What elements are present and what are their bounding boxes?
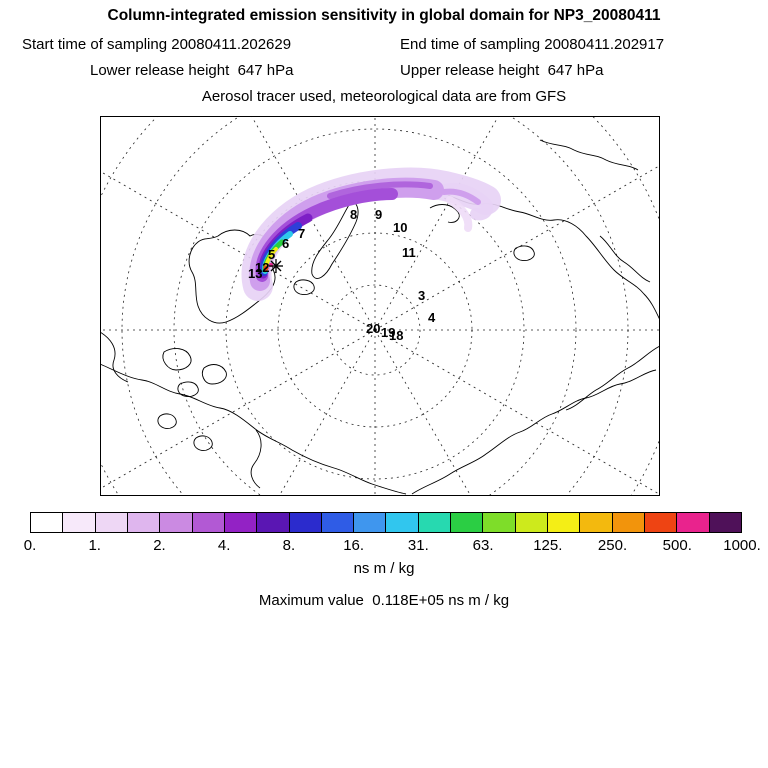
latitude-circle bbox=[225, 180, 525, 480]
meridian-line bbox=[101, 329, 376, 489]
colorbar-segment bbox=[483, 513, 516, 532]
trajectory-day-label: 10 bbox=[393, 220, 407, 235]
colorbar-segment bbox=[451, 513, 484, 532]
colorbar-segment bbox=[709, 513, 741, 532]
tracer-info-text: Aerosol tracer used, meteorological data… bbox=[201, 88, 567, 105]
graticule-grid bbox=[101, 117, 659, 495]
trajectory-day-label: 7 bbox=[298, 226, 305, 241]
max-value-text: Maximum value 0.118E+05 ns m / kg bbox=[258, 592, 510, 609]
colorbar-segment bbox=[257, 513, 290, 532]
colorbar-segment bbox=[644, 513, 678, 532]
colorbar-segment bbox=[580, 513, 613, 532]
colorbar-tick-label: 125. bbox=[533, 537, 563, 554]
colorbar-tick-label: 31. bbox=[407, 537, 429, 554]
colorbar-segment bbox=[160, 513, 193, 532]
colorbar-tick-label: 500. bbox=[662, 537, 692, 554]
release-point-marker bbox=[269, 259, 283, 273]
map-frame bbox=[100, 116, 660, 496]
meridian-line bbox=[279, 329, 376, 495]
colorbar-tick-label: 2. bbox=[153, 537, 166, 554]
colorbar-segment bbox=[192, 513, 225, 532]
colorbar-segment bbox=[289, 513, 322, 532]
colorbar-segment bbox=[612, 513, 645, 532]
latitude-circle bbox=[329, 284, 421, 376]
trajectory-day-label: 13 bbox=[248, 266, 262, 281]
trajectory-day-label: 11 bbox=[402, 245, 416, 260]
trajectory-day-label: 12 bbox=[255, 260, 269, 275]
colorbar-tick-label: 4. bbox=[217, 537, 231, 554]
colorbar-tick-label: 16. bbox=[343, 537, 365, 554]
colorbar-segment bbox=[31, 513, 64, 532]
trajectory-day-label: 19 bbox=[381, 325, 395, 340]
colorbar-segment bbox=[354, 513, 387, 532]
colorbar-segment bbox=[386, 513, 419, 532]
trajectory-day-label: 4 bbox=[428, 310, 436, 325]
trajectory-day-label: 18 bbox=[389, 328, 403, 343]
colorbar-unit-label: ns m / kg bbox=[353, 560, 415, 577]
colorbar-tick-label: 1. bbox=[88, 537, 101, 554]
colorbar-segment bbox=[677, 513, 710, 532]
emission-sensitivity-plume bbox=[241, 167, 501, 301]
colorbar-segment bbox=[95, 513, 128, 532]
coastlines bbox=[101, 139, 659, 495]
end-time-text: End time of sampling 20080411.202917 bbox=[400, 36, 665, 53]
latitude-circle bbox=[173, 128, 577, 495]
colorbar-segment bbox=[548, 513, 581, 532]
colorbar-segment bbox=[515, 513, 548, 532]
trajectory-day-label: 20 bbox=[366, 321, 380, 336]
colorbar-tick-label: 0. bbox=[23, 537, 37, 554]
trajectory-day-label: 8 bbox=[350, 207, 357, 222]
start-time-text: Start time of sampling 20080411.202629 bbox=[22, 36, 292, 53]
colorbar-tick-label: 8. bbox=[282, 537, 296, 554]
upper-release-text: Upper release height 647 hPa bbox=[400, 62, 604, 79]
trajectory-day-label: 3 bbox=[418, 288, 425, 303]
colorbar-segment bbox=[418, 513, 452, 532]
lower-release-text: Lower release height 647 hPa bbox=[90, 62, 294, 79]
colorbar-segment bbox=[224, 513, 258, 532]
colorbar-tick-label: 250. bbox=[597, 537, 628, 554]
colorbar-segment bbox=[63, 513, 96, 532]
trajectory-day-label: 6 bbox=[282, 236, 289, 251]
colorbar-segment bbox=[127, 513, 161, 532]
figure-title: Column-integrated emission sensitivity i… bbox=[107, 7, 661, 24]
plume-core-red bbox=[263, 265, 269, 271]
meridian-line bbox=[374, 329, 659, 495]
colorbar bbox=[30, 512, 742, 533]
trajectory-day-label: 9 bbox=[375, 207, 382, 222]
trajectory-day-label: 5 bbox=[268, 247, 275, 262]
colorbar-tick-label: 63. bbox=[472, 537, 494, 554]
colorbar-segment bbox=[321, 513, 355, 532]
colorbar-tick-label: 1000. bbox=[723, 537, 761, 554]
